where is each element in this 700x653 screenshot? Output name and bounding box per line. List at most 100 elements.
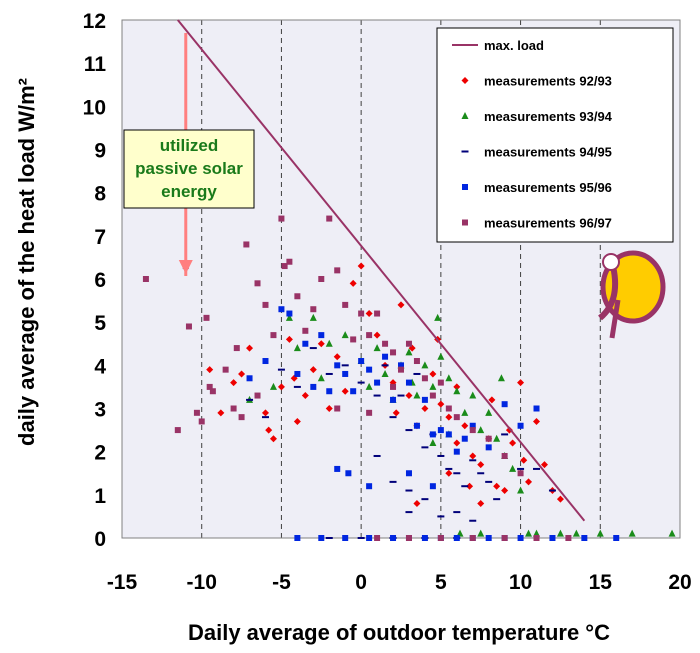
- data-point: [413, 422, 420, 429]
- data-point: [421, 375, 428, 382]
- data-point: [278, 215, 285, 222]
- data-point: [309, 366, 317, 374]
- y-tick-label: 2: [94, 442, 106, 465]
- data-point: [198, 418, 205, 425]
- data-point: [373, 454, 381, 457]
- data-point: [193, 409, 200, 416]
- data-point: [405, 535, 412, 541]
- data-point: [326, 388, 333, 395]
- y-tick-label: 7: [94, 226, 106, 249]
- data-point: [342, 301, 349, 308]
- data-point: [309, 347, 317, 350]
- data-point: [520, 456, 528, 464]
- data-point: [294, 293, 301, 300]
- y-tick-label: 10: [83, 96, 106, 119]
- data-point: [390, 349, 397, 356]
- legend-label: measurements 96/97: [484, 216, 612, 231]
- data-point: [581, 535, 588, 541]
- data-point: [269, 382, 277, 390]
- data-point: [325, 339, 333, 347]
- data-point: [509, 464, 517, 472]
- data-point: [533, 529, 541, 537]
- data-point: [222, 366, 229, 373]
- data-point: [445, 469, 453, 477]
- x-tick-label: -15: [107, 571, 138, 594]
- data-point: [477, 461, 485, 469]
- data-point: [453, 448, 460, 455]
- data-point: [310, 383, 317, 390]
- data-point: [421, 361, 429, 369]
- data-point: [549, 535, 556, 541]
- data-point: [477, 472, 485, 475]
- data-point: [421, 405, 429, 412]
- legend-label: measurements 92/93: [484, 74, 612, 89]
- max-load-line: [177, 19, 586, 522]
- data-point: [238, 370, 246, 378]
- data-point: [309, 313, 317, 321]
- data-point: [456, 529, 464, 537]
- data-point: [429, 370, 437, 378]
- data-point: [365, 382, 373, 390]
- data-point: [381, 364, 389, 367]
- data-point: [389, 416, 397, 419]
- x-tick-label: -10: [187, 571, 217, 594]
- data-point: [533, 467, 541, 470]
- data-point: [334, 405, 341, 412]
- data-point: [262, 358, 269, 365]
- data-point: [334, 267, 341, 274]
- data-point: [469, 459, 477, 462]
- annotation-arrow-head: [178, 260, 193, 275]
- data-point: [517, 535, 524, 541]
- data-point: [293, 385, 301, 388]
- data-point: [373, 331, 381, 339]
- y-tick-label: 8: [94, 183, 106, 206]
- data-point: [405, 379, 412, 386]
- legend: max. load measurements 92/93 measurements …: [436, 27, 674, 243]
- data-point: [572, 529, 580, 537]
- data-point: [429, 392, 436, 399]
- data-point: [325, 405, 333, 412]
- data-point: [501, 487, 509, 495]
- data-point: [293, 417, 301, 425]
- data-point: [445, 467, 453, 470]
- data-point: [230, 405, 237, 412]
- data-point: [342, 535, 349, 541]
- data-point: [525, 529, 533, 537]
- data-point: [556, 529, 564, 537]
- data-point: [596, 529, 604, 537]
- data-point: [469, 452, 477, 460]
- data-point: [294, 370, 301, 377]
- annotation-text: utilized: [160, 136, 219, 155]
- data-point: [246, 398, 254, 401]
- data-point: [501, 535, 508, 541]
- data-point: [405, 348, 413, 356]
- data-point: [246, 375, 253, 382]
- legend-item: max. load: [452, 38, 544, 53]
- data-point: [342, 370, 349, 377]
- data-point: [185, 323, 192, 330]
- data-point: [485, 480, 493, 483]
- legend-label: max. load: [484, 38, 544, 53]
- data-point: [517, 470, 524, 477]
- data-point: [461, 435, 468, 442]
- data-point: [501, 401, 508, 408]
- data-point: [285, 335, 293, 343]
- annotation-box: [123, 129, 255, 209]
- data-point: [497, 374, 505, 382]
- data-point: [421, 396, 428, 403]
- data-point: [243, 241, 250, 248]
- data-point: [398, 366, 404, 373]
- data-point: [461, 408, 469, 416]
- data-point: [358, 310, 365, 317]
- x-axis-title: Daily average of outdoor temperature °C: [188, 620, 610, 645]
- data-point: [405, 429, 413, 432]
- data-point: [421, 535, 428, 541]
- data-point: [270, 332, 277, 339]
- data-point: [341, 331, 349, 339]
- data-point: [238, 414, 245, 421]
- data-point: [382, 340, 389, 347]
- series-1: [206, 262, 564, 507]
- data-point: [453, 535, 460, 541]
- data-point: [437, 535, 444, 541]
